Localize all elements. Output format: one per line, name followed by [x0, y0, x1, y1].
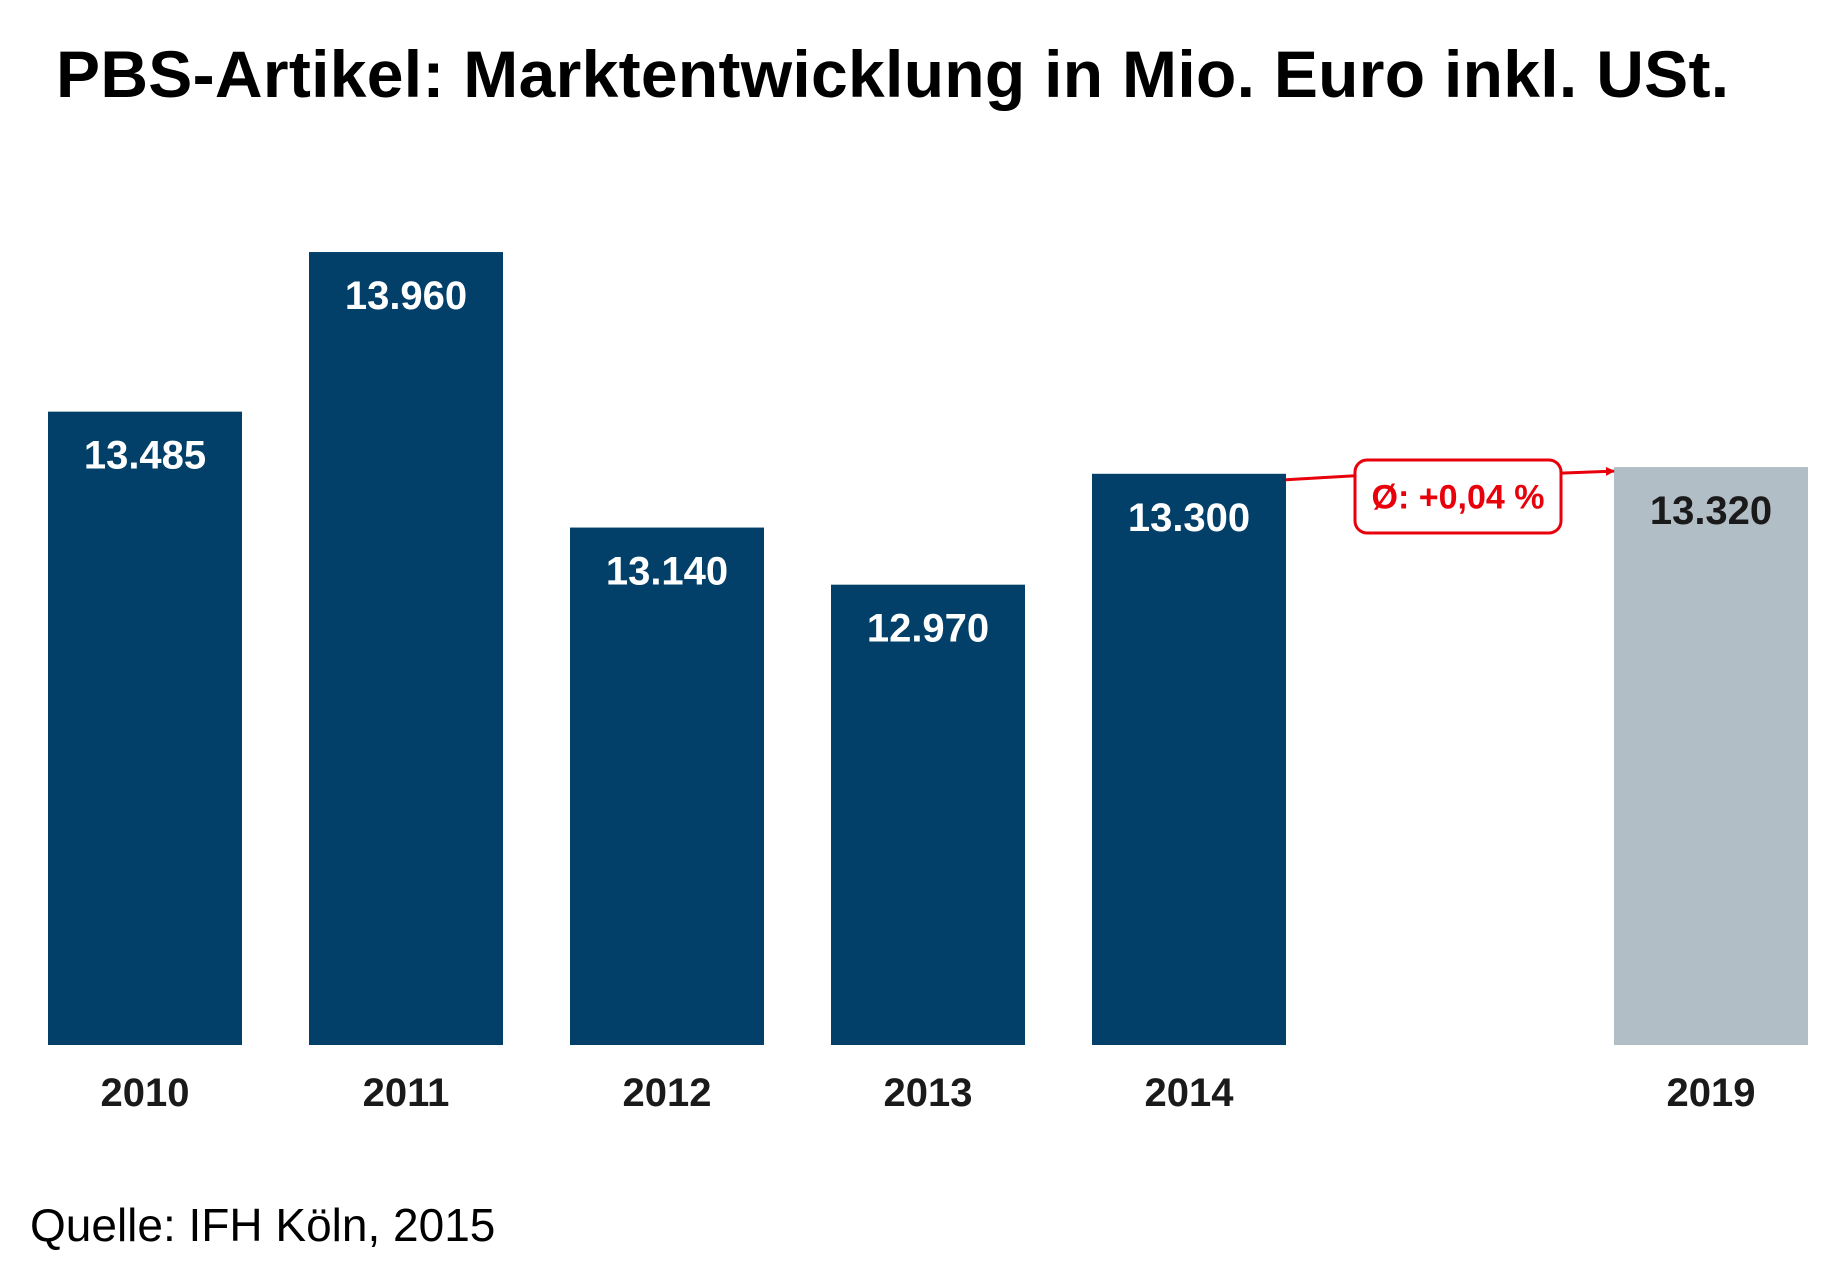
x-tick-label-2010: 2010 — [101, 1071, 190, 1115]
cagr-arrow-line-right — [1560, 466, 1615, 476]
x-tick-label-2011: 2011 — [363, 1071, 450, 1115]
bar-2014 — [1092, 473, 1286, 1045]
bars-group — [48, 252, 1808, 1046]
bar-2019 — [1614, 467, 1808, 1046]
bar-2013 — [831, 584, 1025, 1045]
bar-2011 — [309, 252, 503, 1046]
cagr-box — [1353, 458, 1563, 535]
x-tick-label-2013: 2013 — [884, 1071, 973, 1115]
value-label-2013: 12.970 — [867, 607, 989, 651]
value-label-2019: 13.320 — [1650, 489, 1772, 533]
value-labels-group: 13.485 13.960 13.140 12.970 13.300 13.320 — [84, 274, 1772, 651]
cagr-annotation: Ø: +0,04 % — [1285, 458, 1615, 535]
value-label-2012: 13.140 — [606, 550, 728, 594]
x-tick-label-2014: 2014 — [1145, 1071, 1235, 1115]
bar-2012 — [570, 527, 764, 1045]
chart-title: PBS-Artikel: Marktentwicklung in Mio. Eu… — [56, 37, 1730, 111]
value-label-2014: 13.300 — [1128, 496, 1250, 540]
value-label-2011: 13.960 — [345, 274, 467, 318]
bar-2010 — [48, 411, 242, 1045]
x-tick-label-2019: 2019 — [1667, 1071, 1756, 1115]
cagr-label: Ø: +0,04 % — [1372, 479, 1545, 517]
source-note: Quelle: IFH Köln, 2015 — [30, 1199, 496, 1251]
cagr-arrow-line-left — [1285, 474, 1356, 482]
x-tick-labels-group: 2010 2011 2012 2013 2014 2019 — [101, 1071, 1756, 1115]
value-label-2010: 13.485 — [84, 434, 206, 478]
x-tick-label-2012: 2012 — [623, 1071, 712, 1115]
